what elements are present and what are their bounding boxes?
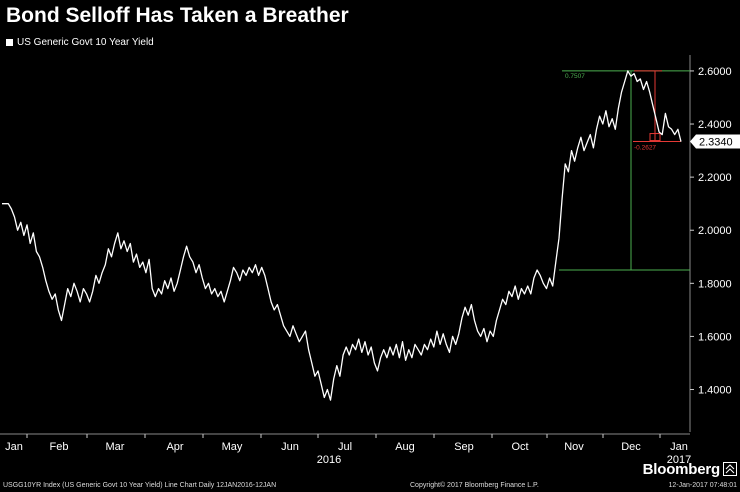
x-tick-label: Aug <box>395 441 415 453</box>
annotation-rise-label: 0.7507 <box>565 73 585 80</box>
y-tick-label: 2.2000 <box>698 172 732 184</box>
x-tick-label: Feb <box>50 441 69 453</box>
y-tick-label: 1.4000 <box>698 385 732 397</box>
x-tick-label: Sep <box>454 441 474 453</box>
year-label: 2017 <box>667 454 691 466</box>
x-tick-label: Jul <box>338 441 352 453</box>
year-label: 2016 <box>317 454 341 466</box>
expand-icon[interactable] <box>723 462 737 476</box>
x-tick-label: May <box>222 441 243 453</box>
footer-chart-info: USGG10YR Index (US Generic Govt 10 Year … <box>3 482 277 489</box>
y-tick-label: 2.4000 <box>698 119 732 131</box>
legend-label: US Generic Govt 10 Year Yield <box>17 37 154 48</box>
x-tick-label: Oct <box>511 441 528 453</box>
x-tick-label: Jan <box>670 441 688 453</box>
last-value-label: 2.3340 <box>699 137 733 149</box>
footer-copyright: Copyright© 2017 Bloomberg Finance L.P. <box>410 482 539 489</box>
y-tick-label: 1.8000 <box>698 278 732 290</box>
x-tick-label: Dec <box>621 441 641 453</box>
annotation-fall-marker <box>649 133 661 142</box>
legend-swatch <box>6 39 13 46</box>
annotation-fall-label: -0.2627 <box>634 145 656 152</box>
x-tick-label: Nov <box>564 441 584 453</box>
y-tick-label: 1.6000 <box>698 331 732 343</box>
x-tick-label: Apr <box>166 441 183 453</box>
chart-title: Bond Selloff Has Taken a Breather <box>6 4 349 27</box>
y-tick-label: 2.6000 <box>698 66 732 78</box>
last-value-tag <box>690 134 740 149</box>
series-line <box>2 70 682 401</box>
x-tick-label: Jan <box>5 441 23 453</box>
y-tick-label: 2.0000 <box>698 225 732 237</box>
legend: US Generic Govt 10 Year Yield <box>6 37 154 48</box>
x-tick-label: Mar <box>106 441 125 453</box>
footer-timestamp: 12-Jan-2017 07:48:01 <box>668 482 738 489</box>
x-tick-label: Jun <box>281 441 299 453</box>
bloomberg-logo: Bloomberg <box>642 461 721 478</box>
